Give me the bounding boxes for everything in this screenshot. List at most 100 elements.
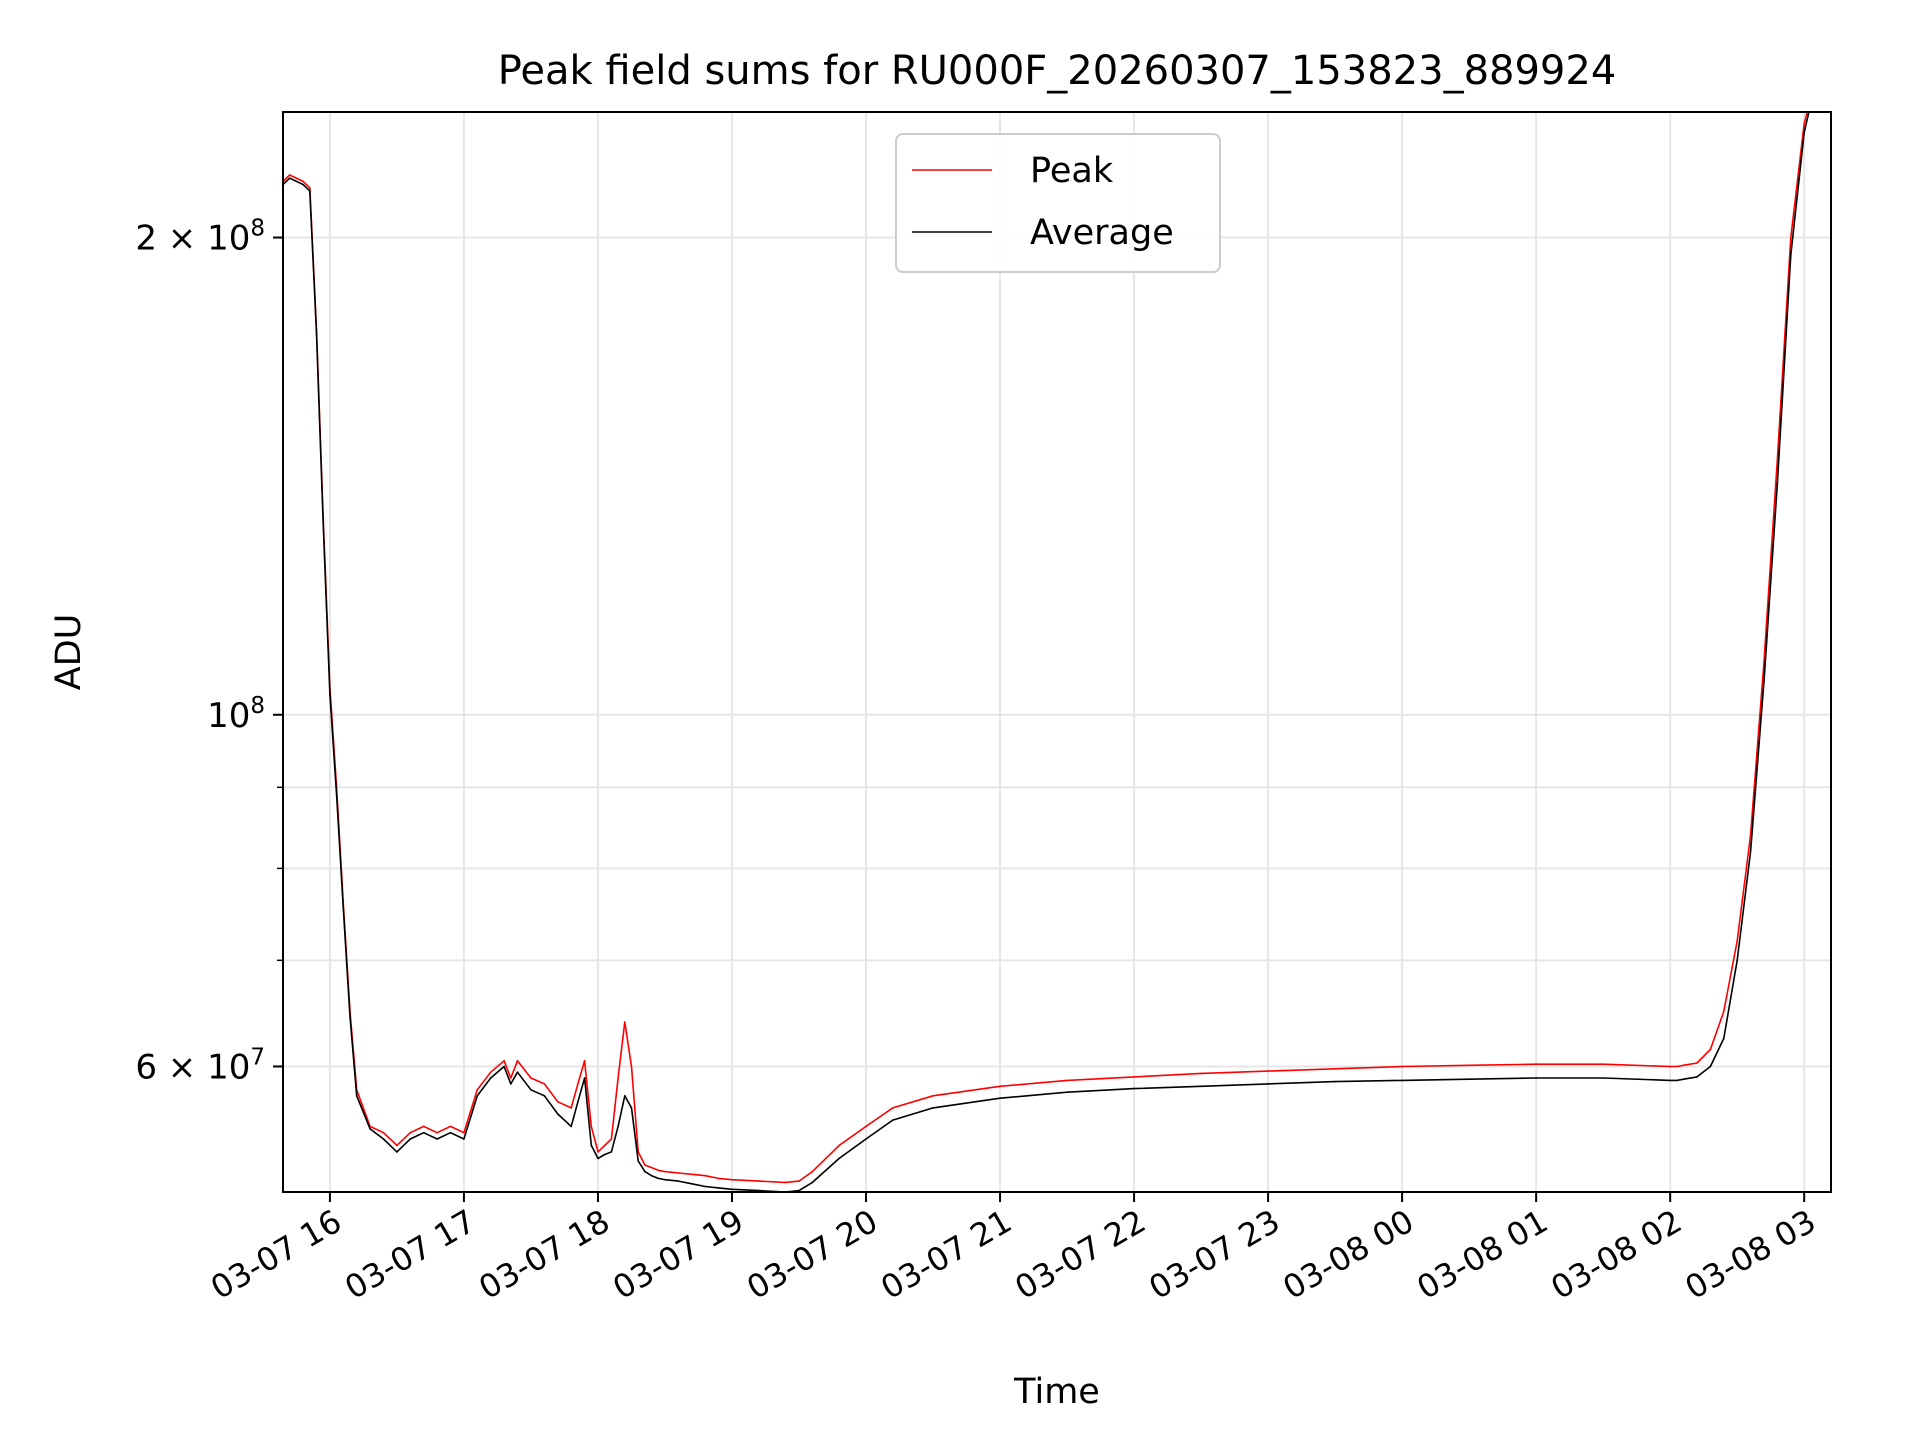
data-point-average (1535, 1077, 1537, 1079)
data-point-average (677, 1180, 680, 1182)
data-point-peak (1676, 1065, 1678, 1068)
data-point-average (597, 1157, 599, 1160)
data-point-average (603, 1153, 606, 1156)
data-point-average (329, 693, 331, 696)
data-point-average (335, 794, 338, 796)
data-point-average (1133, 1087, 1135, 1090)
data-point-peak (731, 1178, 733, 1181)
legend: Peak Average (895, 133, 1221, 273)
data-point-peak (570, 1107, 572, 1109)
data-point-peak (657, 1169, 660, 1172)
data-point-peak (865, 1125, 867, 1128)
data-point-average (1723, 1037, 1725, 1040)
data-point-average (302, 183, 304, 186)
data-point-average (1790, 254, 1792, 256)
data-point-average (811, 1181, 814, 1184)
data-point-average (999, 1097, 1001, 1099)
data-point-average (1776, 482, 1779, 484)
data-point-average (1669, 1079, 1671, 1082)
data-point-average (463, 1138, 465, 1140)
data-point-peak (1066, 1079, 1068, 1082)
data-point-peak (1602, 1063, 1604, 1065)
data-point-average (1334, 1080, 1336, 1083)
data-point-peak (436, 1131, 438, 1134)
data-point-average (624, 1095, 626, 1097)
data-point-average (1602, 1077, 1604, 1079)
data-point-peak (1334, 1068, 1336, 1070)
data-point-average (590, 1144, 593, 1147)
data-point-average (422, 1131, 425, 1134)
data-point-peak (382, 1131, 385, 1134)
data-point-peak (691, 1173, 693, 1176)
data-point-average (637, 1160, 639, 1162)
data-point-peak (650, 1166, 653, 1169)
data-point-peak (309, 186, 311, 189)
data-point-average (691, 1183, 693, 1185)
data-point-peak (758, 1180, 760, 1182)
data-point-peak (617, 1077, 619, 1079)
data-point-average (717, 1187, 720, 1189)
data-point-average (382, 1138, 385, 1140)
data-point-average (1676, 1079, 1678, 1082)
data-point-peak (463, 1131, 465, 1134)
data-point-peak (449, 1125, 452, 1128)
data-point-average (932, 1107, 934, 1109)
data-point-peak (610, 1138, 613, 1140)
data-point-average (530, 1089, 532, 1091)
data-point-average (577, 1101, 579, 1103)
data-point-peak (476, 1089, 479, 1091)
data-point-peak (1468, 1064, 1470, 1067)
data-point-average (664, 1178, 666, 1181)
data-point-average (630, 1107, 633, 1109)
legend-average-label: Average (1030, 213, 1174, 253)
data-point-peak (932, 1095, 934, 1097)
data-point-average (1066, 1091, 1068, 1093)
data-point-average (1763, 680, 1765, 682)
chart-title: Peak field sums for RU000F_20260307_1538… (498, 48, 1617, 94)
data-point-average (1803, 131, 1805, 134)
data-point-average (355, 1095, 358, 1097)
data-point-peak (644, 1164, 646, 1166)
grid (283, 112, 1831, 1192)
data-point-average (798, 1189, 800, 1192)
data-point-peak (1749, 834, 1752, 836)
data-point-peak (624, 1021, 626, 1023)
y-tick-label-base: 10 (207, 696, 250, 736)
data-point-peak (704, 1174, 706, 1177)
y-tick-label: 108 (207, 693, 265, 736)
data-point-peak (557, 1101, 559, 1103)
y-tick-label-exponent: 8 (250, 216, 265, 242)
y-tick-label-base: 2 × 10 (135, 219, 250, 259)
data-point-average (1749, 850, 1752, 853)
data-point-peak (1709, 1048, 1712, 1051)
data-point-average (704, 1185, 706, 1188)
data-point-average (731, 1188, 733, 1191)
data-point-average (369, 1128, 371, 1130)
data-point-peak (1200, 1072, 1202, 1075)
data-point-average (758, 1189, 760, 1192)
data-point-peak (1696, 1062, 1698, 1064)
data-point-peak (1401, 1065, 1403, 1068)
data-point-peak (409, 1131, 412, 1134)
data-point-peak (583, 1060, 586, 1062)
data-point-peak (1763, 661, 1765, 663)
data-point-average (510, 1083, 512, 1085)
data-point-peak (396, 1144, 398, 1147)
data-point-peak (510, 1077, 512, 1079)
data-point-peak (1803, 122, 1805, 125)
data-point-average (409, 1138, 412, 1140)
data-point-average (1468, 1078, 1470, 1080)
y-tick-label-base: 6 × 10 (135, 1047, 250, 1087)
data-point-peak (1776, 458, 1779, 460)
data-point-peak (302, 180, 304, 183)
y-tick-label-exponent: 8 (250, 693, 265, 719)
data-point-peak (543, 1083, 546, 1085)
data-point-average (342, 907, 345, 910)
data-point-average (543, 1095, 546, 1097)
data-point-peak (1267, 1070, 1269, 1072)
data-point-peak (503, 1060, 505, 1062)
data-point-peak (1682, 1064, 1685, 1067)
x-axis-label: Time (1013, 1372, 1100, 1412)
data-point-peak (597, 1151, 599, 1153)
data-point-peak (489, 1071, 492, 1073)
